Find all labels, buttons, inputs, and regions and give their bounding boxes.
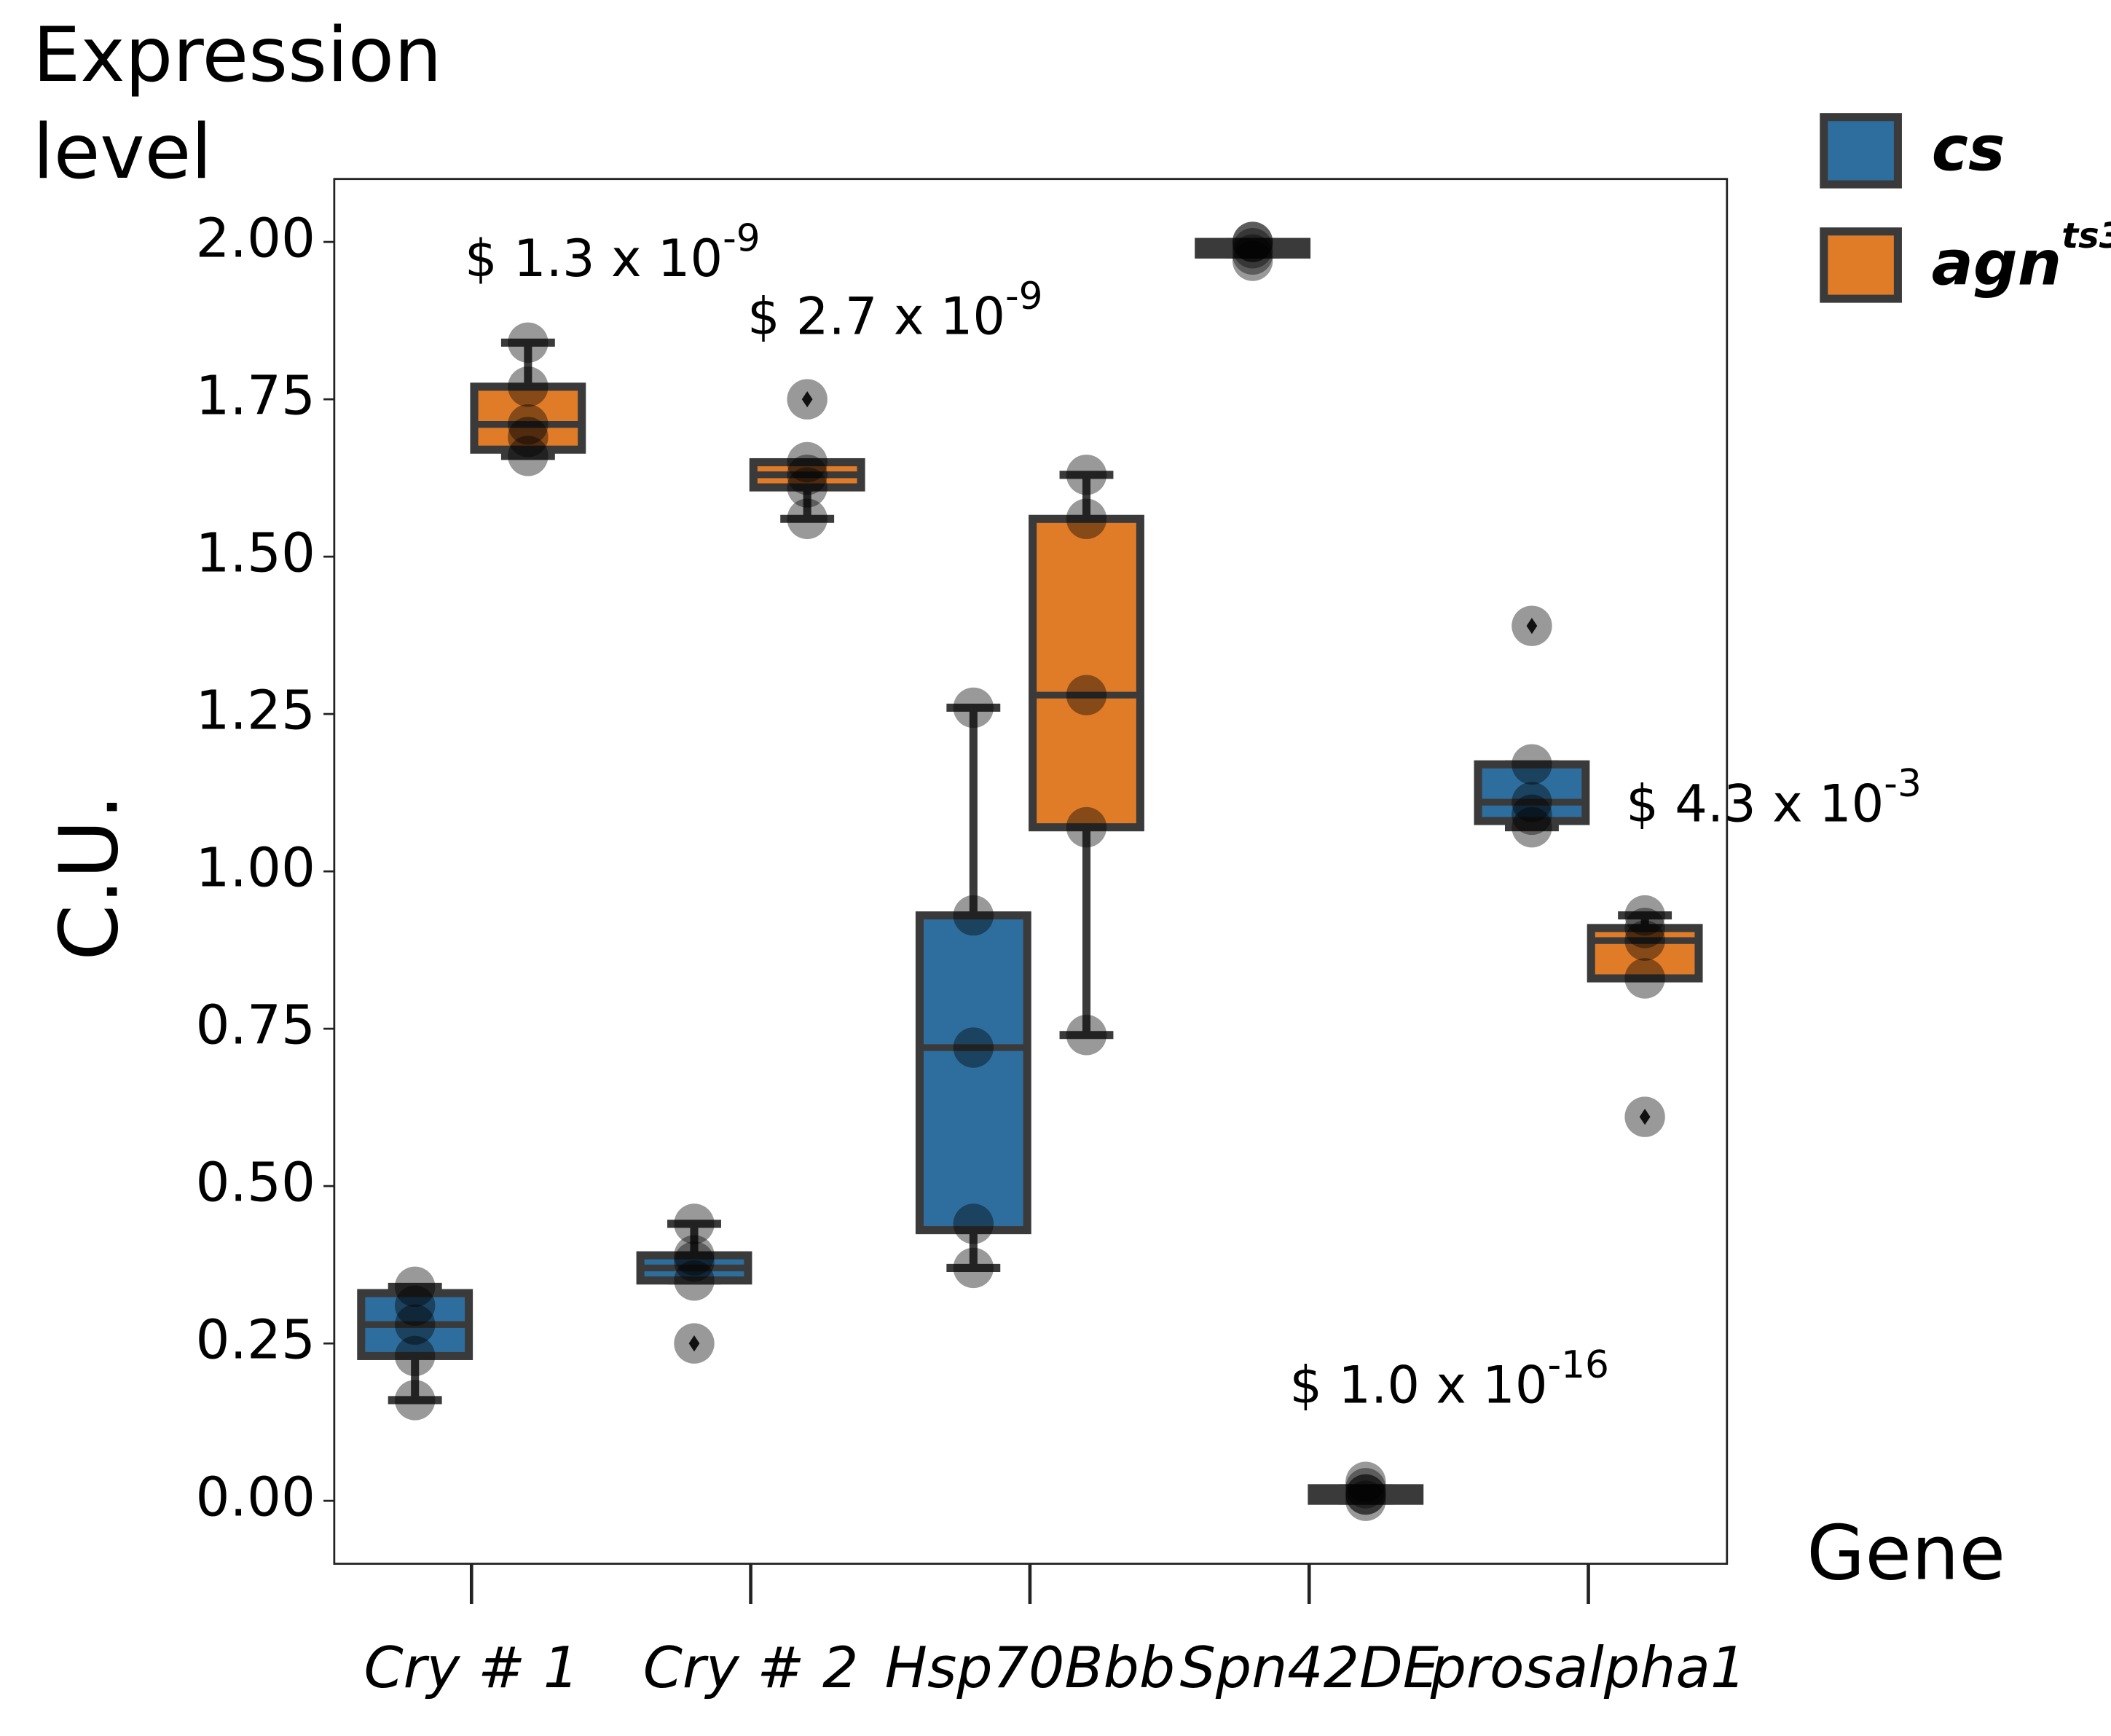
data-point (1345, 1468, 1386, 1509)
data-point (674, 1260, 715, 1301)
annotation-text: $ 2.7 x 10 (747, 287, 1005, 347)
y-tick-label: 1.00 (195, 837, 315, 900)
data-point (1511, 782, 1552, 822)
outlier (1526, 618, 1538, 635)
annotation: $ 4.3 x 10-3 (1626, 762, 1922, 834)
data-point (1511, 744, 1552, 785)
data-point (1345, 1480, 1386, 1521)
annotation-sup: -16 (1547, 1343, 1608, 1387)
x-tick-label: prosalpha1 (1430, 1635, 1746, 1701)
y-tick-label: 1.50 (195, 522, 315, 585)
box (915, 911, 1031, 1235)
annotation-text: $ 1.0 x 10 (1289, 1355, 1547, 1415)
data-point (787, 455, 828, 495)
annotation: $ 2.7 x 10-9 (747, 275, 1043, 347)
data-point (508, 404, 549, 445)
data-point (1345, 1474, 1386, 1515)
y-tick-label: 1.25 (195, 680, 315, 742)
x-tick-label: Cry # 2 (643, 1635, 859, 1701)
data-point (787, 467, 828, 508)
box (1587, 924, 1703, 983)
data-point (1066, 675, 1107, 715)
data-point (394, 1380, 436, 1421)
box (1474, 760, 1590, 825)
data-point (1624, 958, 1665, 999)
data-point (1232, 228, 1273, 269)
data-point (508, 417, 549, 457)
data-point (674, 1203, 715, 1244)
data-point (953, 1027, 994, 1068)
data-point (787, 441, 828, 483)
legend-name: agn (1932, 228, 2062, 300)
y-tick-label: 0.75 (195, 994, 315, 1057)
annotation-text: $ 1.3 x 10 (465, 229, 723, 288)
outlier (801, 391, 813, 408)
y-axis-label: C.U. (42, 794, 136, 961)
legend-swatch (1820, 113, 1902, 189)
x-tick-label: Hsp70Bbb (885, 1635, 1175, 1701)
data-point (953, 1203, 994, 1244)
data-point (1066, 455, 1107, 495)
data-point (508, 322, 549, 364)
title-line: Expression (33, 12, 441, 99)
legend-swatch (1820, 227, 1902, 303)
chart-title: Expression level (33, 12, 441, 196)
data-point (1066, 498, 1107, 539)
data-point (953, 1247, 994, 1289)
outlier (1639, 1109, 1651, 1126)
legend-label: agnts3 (1932, 216, 2111, 300)
annotation-sup: -3 (1884, 762, 1922, 806)
annotation-sup: -9 (723, 217, 760, 261)
data-point (1232, 221, 1273, 262)
x-tick-label: Cry # 1 (363, 1635, 579, 1701)
legend-label: cs (1932, 114, 2005, 186)
data-point (508, 436, 549, 476)
y-tick-label: 0.00 (195, 1466, 315, 1529)
data-point (1066, 806, 1107, 848)
data-point (953, 895, 994, 936)
x-tick-label: Spn42DE (1180, 1635, 1439, 1701)
data-point (1345, 1461, 1386, 1502)
annotation-text: $ 4.3 x 10 (1626, 774, 1884, 833)
data-point (674, 1235, 715, 1276)
data-point (1232, 221, 1273, 262)
y-tick-label: 1.75 (195, 365, 315, 428)
data-point (1232, 240, 1273, 281)
data-point (1232, 234, 1273, 275)
data-point (1511, 794, 1552, 836)
legend-sup: ts3 (2061, 216, 2111, 256)
annotation: $ 1.0 x 10-16 (1289, 1343, 1609, 1415)
data-point (394, 1335, 436, 1377)
data-point (394, 1285, 436, 1327)
y-tick-label: 0.25 (195, 1309, 315, 1372)
box (1029, 514, 1144, 832)
box (470, 382, 586, 454)
data-point (1624, 908, 1665, 948)
data-point (787, 498, 828, 539)
data-point (394, 1304, 436, 1345)
legend-name: cs (1932, 114, 2005, 186)
data-point (1345, 1474, 1386, 1515)
data-point (508, 366, 549, 407)
data-point (394, 1266, 436, 1308)
data-point (1511, 806, 1552, 848)
annotation-sup: -9 (1005, 275, 1043, 318)
data-point (1066, 1015, 1107, 1056)
title-line: level (33, 109, 212, 196)
data-point (953, 687, 994, 728)
y-tick-label: 2.00 (195, 208, 315, 270)
x-axis-label: Gene (1807, 1509, 2005, 1597)
annotation: $ 1.3 x 10-9 (465, 217, 760, 289)
y-tick-label: 0.50 (195, 1152, 315, 1214)
outlier (688, 1335, 700, 1352)
data-point (1624, 920, 1665, 961)
data-point (674, 1241, 715, 1282)
data-point (1624, 895, 1665, 936)
